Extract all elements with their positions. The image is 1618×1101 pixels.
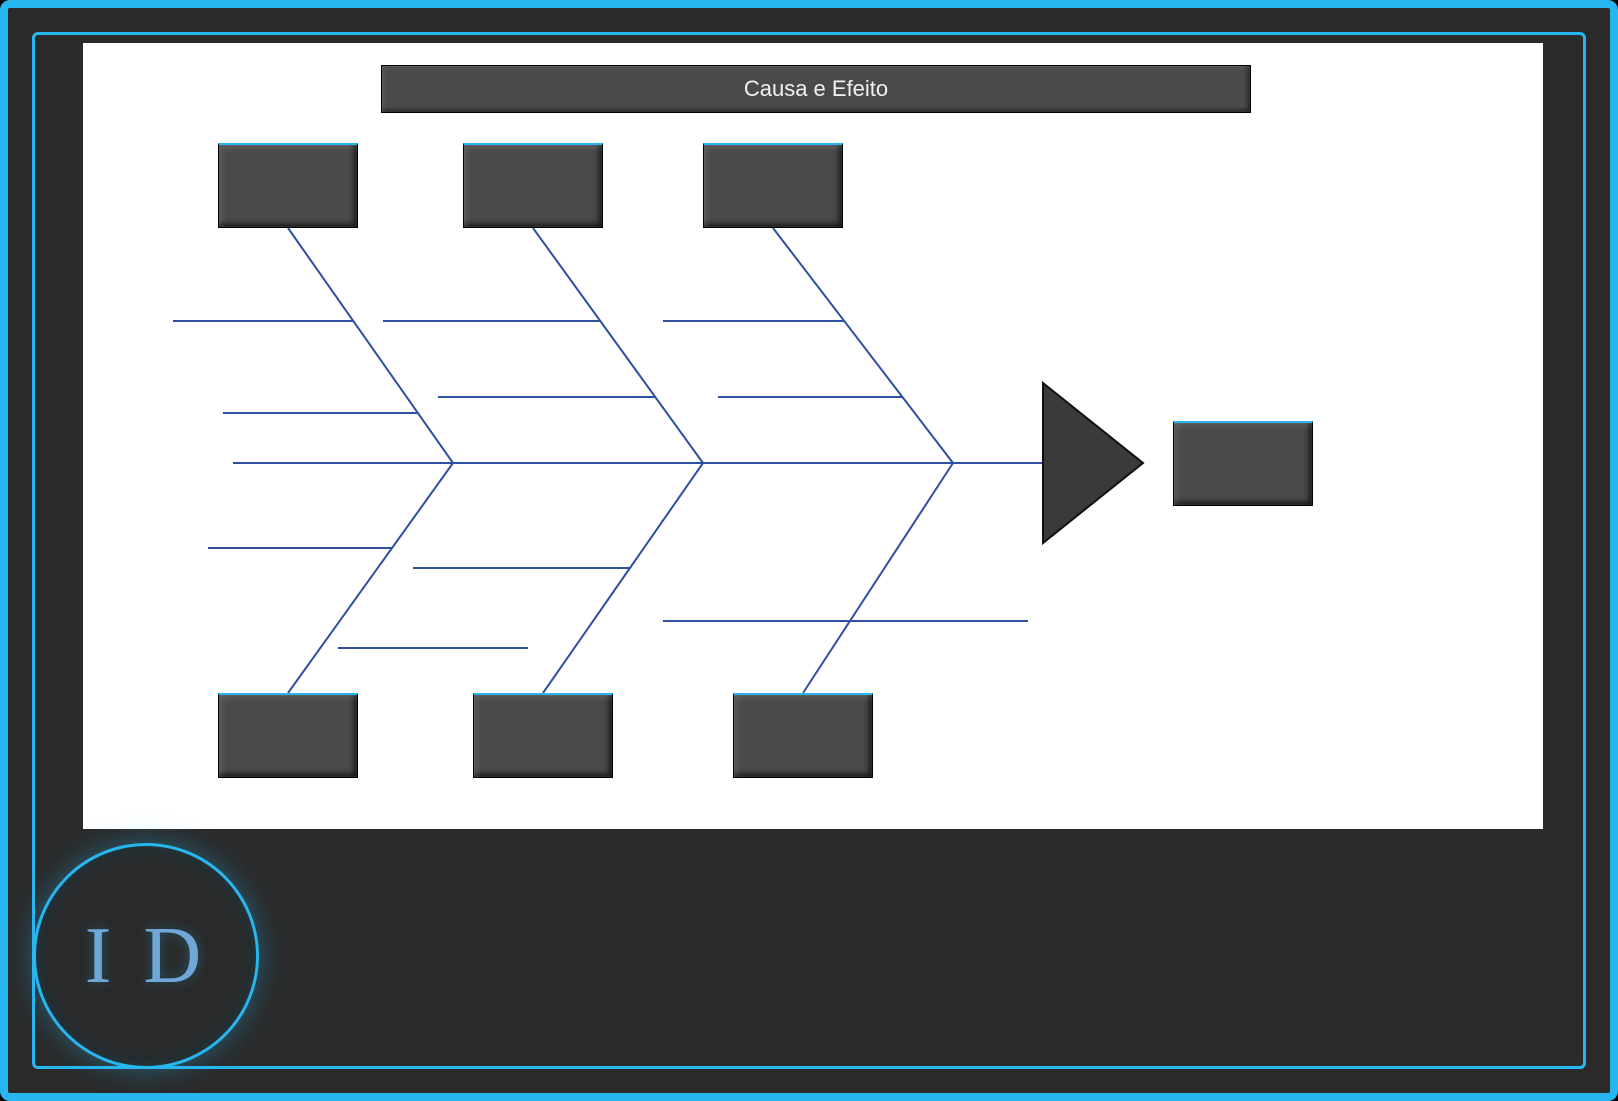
diagram-canvas: Causa e Efeito	[83, 43, 1543, 829]
logo-text: I D	[85, 911, 207, 1002]
outer-frame: Causa e Efeito I D	[0, 0, 1618, 1101]
cause-box-top-2	[703, 143, 843, 228]
logo-badge: I D	[33, 843, 259, 1069]
cause-box-bottom-1	[473, 693, 613, 778]
effect-box	[1173, 421, 1313, 506]
cause-box-bottom-2	[733, 693, 873, 778]
inner-frame: Causa e Efeito I D	[32, 32, 1586, 1069]
cause-box-bottom-0	[218, 693, 358, 778]
cause-box-top-0	[218, 143, 358, 228]
cause-box-top-1	[463, 143, 603, 228]
